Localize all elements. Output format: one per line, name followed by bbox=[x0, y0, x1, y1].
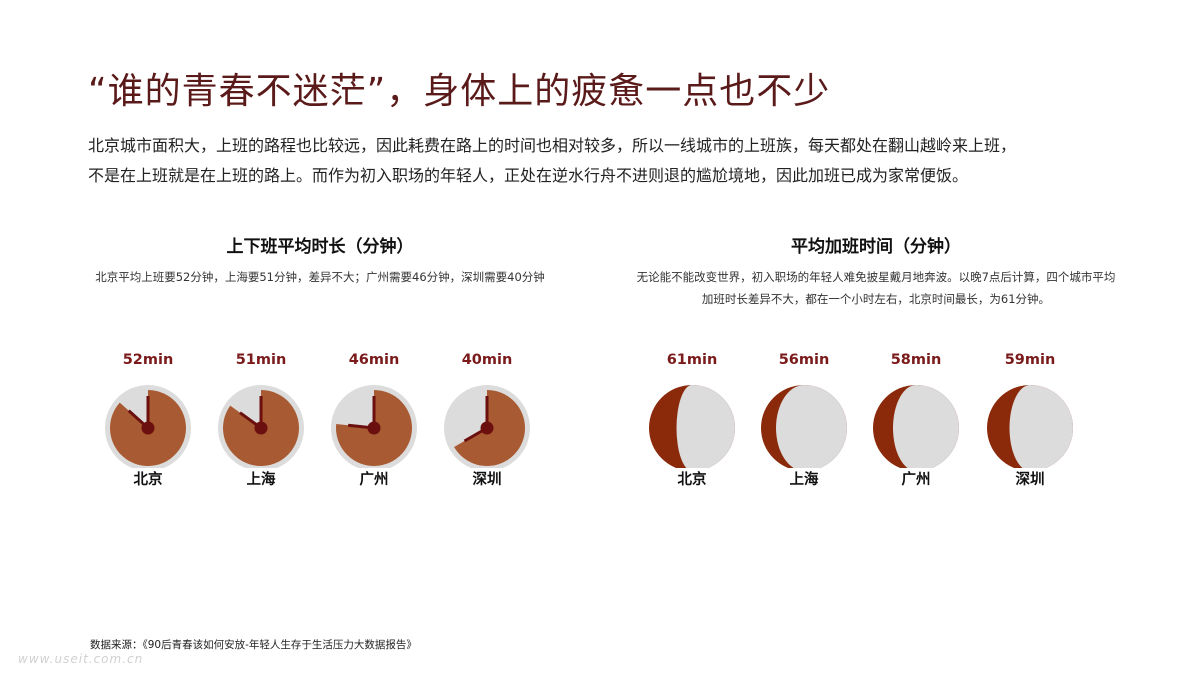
overtime-section: 平均加班时间（分钟） 无论能不能改变世界，初入职场的年轻人难免披星戴月地奔波。以… bbox=[636, 232, 1116, 310]
commute-clock-icon bbox=[218, 385, 304, 468]
commute-city-name: 广州 bbox=[359, 472, 389, 488]
overtime-value-label: 58min bbox=[890, 352, 942, 368]
clock-center bbox=[480, 421, 494, 435]
overtime-chart-title: 平均加班时间（分钟） bbox=[791, 237, 961, 257]
overtime-city-3: 59min 深圳 bbox=[975, 352, 1085, 489]
moon-light-part bbox=[893, 385, 959, 468]
moon-icon bbox=[649, 385, 735, 468]
intro-line-1: 北京城市面积大，上班的路程也比较远，因此耗费在路上的时间也相对较多，所以一线城市… bbox=[88, 136, 1017, 155]
overtime-city-2: 58min 广州 bbox=[861, 352, 971, 489]
moon-icon bbox=[761, 385, 847, 468]
overtime-city-name: 北京 bbox=[677, 472, 707, 488]
overtime-city-1: 56min 上海 bbox=[749, 352, 859, 489]
commute-value-label: 51min bbox=[235, 352, 287, 368]
watermark: www.useit.com.cn bbox=[18, 652, 144, 666]
overtime-chart-subtitle: 无论能不能改变世界，初入职场的年轻人难免披星戴月地奔波。以晚7点后计算，四个城市… bbox=[636, 270, 1116, 306]
moon-light-part bbox=[676, 385, 735, 468]
commute-chart-subtitle: 北京平均上班要52分钟，上海要51分钟，差异不大；广州需要46分钟，深圳需要40… bbox=[95, 270, 545, 284]
commute-city-name: 深圳 bbox=[472, 472, 502, 488]
moon-light-part bbox=[776, 385, 847, 468]
clock-center bbox=[254, 421, 268, 435]
commute-city-0: 52min 北京 bbox=[93, 352, 203, 489]
overtime-city-name: 广州 bbox=[901, 472, 931, 488]
commute-value-label: 52min bbox=[122, 352, 174, 368]
commute-city-name: 北京 bbox=[133, 472, 163, 488]
commute-city-1: 51min 上海 bbox=[206, 352, 316, 489]
commute-clock-icon bbox=[444, 385, 530, 468]
overtime-value-label: 61min bbox=[666, 352, 718, 368]
commute-value-label: 46min bbox=[348, 352, 400, 368]
overtime-value-label: 56min bbox=[778, 352, 830, 368]
intro-line-2: 不是在上班就是在上班的路上。而作为初入职场的年轻人，正处在逆水行舟不进则退的尴尬… bbox=[88, 166, 969, 185]
commute-city-name: 上海 bbox=[246, 472, 276, 488]
overtime-city-name: 上海 bbox=[789, 472, 819, 488]
intro-text: 北京城市面积大，上班的路程也比较远，因此耗费在路上的时间也相对较多，所以一线城市… bbox=[88, 131, 1128, 191]
commute-clock-icon bbox=[105, 385, 191, 468]
commute-section: 上下班平均时长（分钟） 北京平均上班要52分钟，上海要51分钟，差异不大；广州需… bbox=[80, 232, 560, 288]
commute-chart-title: 上下班平均时长（分钟） bbox=[226, 237, 414, 257]
overtime-value-label: 59min bbox=[1004, 352, 1056, 368]
moon-light-part bbox=[1009, 385, 1073, 468]
data-source-note: 数据来源：《90后青春该如何安放-年轻人生存于生活压力大数据报告》 bbox=[90, 639, 417, 651]
page-title: “谁的青春不迷茫”，身体上的疲惫一点也不少 bbox=[88, 71, 831, 112]
commute-city-3: 40min 深圳 bbox=[432, 352, 542, 489]
moon-icon bbox=[987, 385, 1073, 468]
commute-city-2: 46min 广州 bbox=[319, 352, 429, 489]
overtime-city-0: 61min 北京 bbox=[637, 352, 747, 489]
commute-value-label: 40min bbox=[461, 352, 513, 368]
clock-center bbox=[141, 421, 155, 435]
clock-center bbox=[367, 421, 381, 435]
commute-clock-icon bbox=[331, 385, 417, 468]
moon-icon bbox=[873, 385, 959, 468]
overtime-city-name: 深圳 bbox=[1015, 472, 1045, 488]
